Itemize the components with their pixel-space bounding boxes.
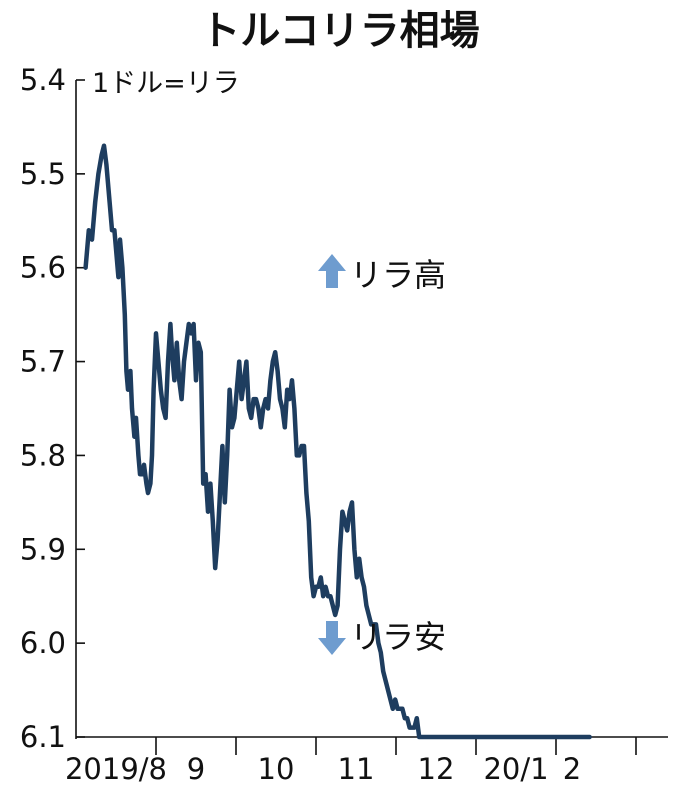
unit-label: 1ドル=リラ <box>92 68 240 99</box>
y-axis: 5.4 5.5 5.6 5.7 5.8 5.9 6.0 6.1 <box>20 63 85 754</box>
y-tick-label: 5.6 <box>20 251 66 285</box>
x-tick-label: 10 <box>258 752 295 786</box>
x-tick-label: 2 <box>563 752 581 786</box>
lira-weak-label: リラ安 <box>350 618 446 656</box>
series-line <box>83 143 592 740</box>
lira-weak-annotation: リラ安 <box>318 618 446 656</box>
y-tick-label: 6.1 <box>20 720 66 754</box>
arrow-down-icon <box>318 621 346 655</box>
arrow-up-icon <box>318 254 346 288</box>
y-tick-label: 5.8 <box>20 438 66 472</box>
x-tick-label: 20/1 <box>483 752 548 786</box>
y-tick-label: 5.5 <box>20 157 66 191</box>
lira-strong-annotation: リラ高 <box>318 254 446 294</box>
x-tick-label: 2019/8 <box>65 752 167 786</box>
y-tick-label: 5.7 <box>20 345 66 379</box>
chart-title: トルコリラ相場 <box>200 8 479 54</box>
x-tick-label: 9 <box>187 752 205 786</box>
series-group <box>83 143 592 740</box>
y-tick-label: 6.0 <box>20 626 66 660</box>
lira-strong-label: リラ高 <box>350 256 446 294</box>
x-axis: 2019/8 9 10 11 12 20/1 2 <box>65 736 668 786</box>
y-tick-label: 5.4 <box>20 63 66 97</box>
x-tick-label: 12 <box>418 752 455 786</box>
x-tick-label: 11 <box>338 752 375 786</box>
y-tick-label: 5.9 <box>20 532 66 566</box>
